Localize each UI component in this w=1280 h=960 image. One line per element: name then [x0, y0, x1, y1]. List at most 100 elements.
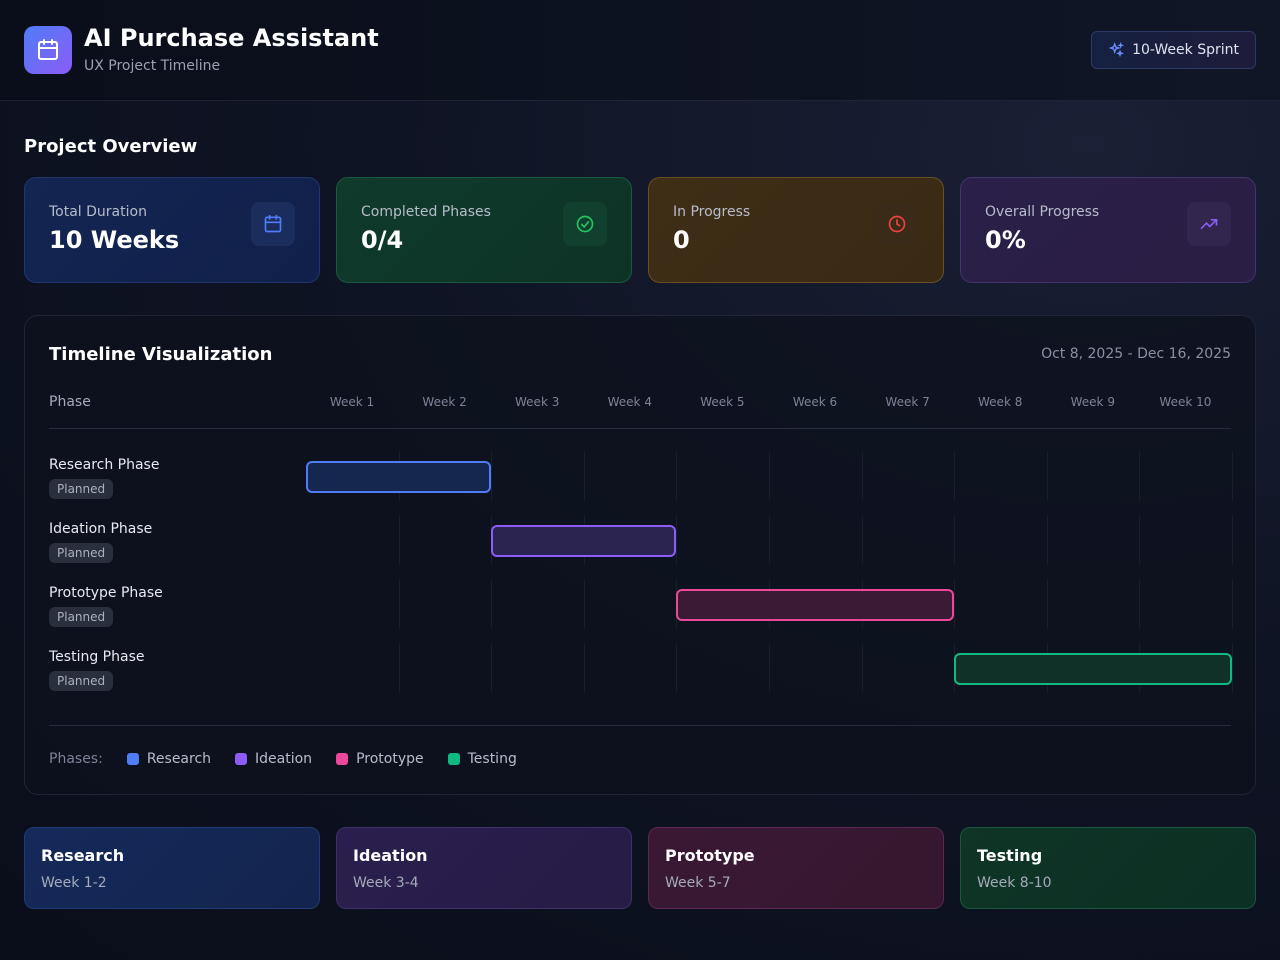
stat-icon-box — [875, 202, 919, 246]
stat-icon-box — [563, 202, 607, 246]
app-subtitle: UX Project Timeline — [84, 58, 221, 74]
phase-row-name: Ideation Phase — [49, 521, 153, 537]
legend-label: Research — [146, 751, 212, 767]
phase-card-ideation[interactable]: Ideation Week 3-4 — [336, 827, 632, 909]
status-badge: Planned — [49, 671, 114, 691]
grid-line — [398, 580, 400, 628]
stat-value: 10 Weeks — [49, 226, 180, 254]
week-label: Week 10 — [1159, 395, 1212, 409]
week-label: Week 9 — [1070, 395, 1115, 409]
week-label: Week 7 — [885, 395, 930, 409]
stat-value: 0 — [673, 226, 690, 254]
grid-line — [1232, 580, 1233, 628]
stat-label: Total Duration — [49, 204, 147, 220]
stat-label: In Progress — [673, 204, 751, 220]
grid-line — [676, 452, 678, 500]
phase-card-name: Prototype — [665, 846, 755, 865]
grid-line — [491, 644, 493, 692]
stat-card-completed: Completed Phases 0/4 — [336, 177, 632, 283]
grid-line — [769, 452, 770, 500]
grid-line — [398, 644, 400, 692]
grid-line — [491, 580, 493, 628]
grid-line — [861, 452, 863, 500]
clock-icon — [888, 215, 906, 233]
grid-line — [583, 452, 585, 500]
phase-row-name: Prototype Phase — [49, 585, 163, 601]
gantt-bar[interactable] — [954, 653, 1232, 685]
gantt-bar[interactable] — [306, 461, 492, 493]
stat-card-progress: Overall Progress 0% — [960, 177, 1256, 283]
phase-card-testing[interactable]: Testing Week 8-10 — [960, 827, 1256, 909]
grid-line — [861, 644, 863, 692]
grid-line — [676, 516, 678, 564]
grid-line — [769, 516, 770, 564]
legend-item: Testing — [447, 751, 517, 767]
timeline-legend: Phases: Research Ideation Prototype Testing — [49, 751, 541, 767]
stat-card-in-progress: In Progress 0 — [648, 177, 944, 283]
phase-card-weeks: Week 3-4 — [353, 875, 419, 891]
phase-card-name: Research — [41, 846, 125, 865]
grid-line — [1046, 580, 1048, 628]
legend-item: Research — [126, 751, 212, 767]
phase-row-name: Research Phase — [49, 457, 160, 473]
sparkles-icon — [1108, 42, 1125, 58]
overview-title: Project Overview — [24, 136, 198, 157]
grid-line — [1139, 580, 1141, 628]
legend-item: Prototype — [336, 751, 424, 767]
trending-up-icon — [1200, 219, 1218, 229]
status-badge: Planned — [49, 543, 114, 563]
grid-line — [583, 644, 585, 692]
legend-swatch — [126, 753, 139, 765]
divider — [49, 725, 1231, 726]
week-label: Week 8 — [978, 395, 1023, 409]
legend-label: Phases: — [49, 751, 103, 767]
grid-line — [1232, 452, 1233, 500]
grid-line — [1139, 452, 1141, 500]
stat-label: Overall Progress — [985, 204, 1100, 220]
phase-card-weeks: Week 5-7 — [665, 875, 731, 891]
calendar-icon — [264, 214, 282, 233]
grid-line — [676, 644, 678, 692]
stat-icon-box — [1187, 202, 1231, 246]
legend-label: Ideation — [255, 751, 313, 767]
timeline-panel: Timeline Visualization Oct 8, 2025 - Dec… — [24, 315, 1256, 795]
week-label: Week 5 — [700, 395, 745, 409]
grid-line — [954, 452, 956, 500]
phase-card-weeks: Week 1-2 — [41, 875, 107, 891]
stat-label: Completed Phases — [361, 204, 491, 220]
phase-row-name: Testing Phase — [49, 649, 145, 665]
grid-line — [861, 516, 863, 564]
week-label: Week 4 — [607, 395, 652, 409]
grid-line — [954, 516, 956, 564]
calendar-icon — [38, 39, 58, 60]
gantt-bar[interactable] — [491, 525, 677, 557]
grid-line — [1046, 452, 1048, 500]
stat-value: 0/4 — [361, 226, 404, 254]
app-header: AI Purchase Assistant UX Project Timelin… — [0, 0, 1280, 101]
stat-icon-box — [251, 202, 295, 246]
week-label: Week 1 — [329, 395, 375, 409]
sprint-badge[interactable]: 10-Week Sprint — [1091, 31, 1256, 69]
app-logo — [24, 26, 72, 74]
stat-value: 0% — [985, 226, 1026, 254]
status-badge: Planned — [49, 479, 114, 499]
legend-item: Ideation — [235, 751, 312, 767]
phase-card-research[interactable]: Research Week 1-2 — [24, 827, 320, 909]
phase-column-header: Phase — [49, 394, 91, 410]
legend-swatch — [447, 753, 460, 765]
check-circle-icon — [576, 215, 594, 233]
legend-swatch — [336, 753, 349, 765]
phase-card-name: Ideation — [353, 846, 428, 865]
grid-line — [1139, 516, 1141, 564]
legend-swatch — [235, 753, 248, 765]
week-label: Week 2 — [422, 395, 467, 409]
grid-line — [398, 516, 400, 564]
grid-line — [954, 580, 956, 628]
phase-card-prototype[interactable]: Prototype Week 5-7 — [648, 827, 944, 909]
legend-label: Prototype — [356, 751, 424, 767]
grid-line — [1232, 516, 1233, 564]
gantt-bar[interactable] — [676, 589, 955, 621]
stat-card-duration: Total Duration 10 Weeks — [24, 177, 320, 283]
week-label: Week 3 — [515, 395, 560, 409]
app-title: AI Purchase Assistant — [84, 24, 379, 52]
